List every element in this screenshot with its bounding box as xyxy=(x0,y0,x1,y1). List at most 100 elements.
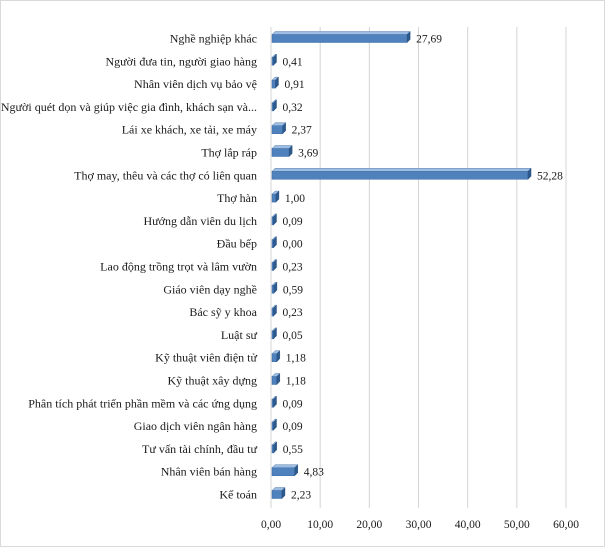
x-tick-label: 0,00 xyxy=(261,519,281,531)
bar-side-face xyxy=(273,99,277,112)
bar-front-face xyxy=(271,239,274,248)
bar xyxy=(271,236,277,249)
category-label: Giáo viên dạy nghề xyxy=(163,282,257,296)
bar-side-face xyxy=(406,31,411,43)
value-label: 0,09 xyxy=(283,398,303,410)
bar-side-face xyxy=(273,418,277,431)
bar xyxy=(271,31,411,43)
bar xyxy=(271,441,278,454)
bar-side-face xyxy=(288,145,293,157)
bar xyxy=(271,487,286,499)
value-label: 0,09 xyxy=(283,216,303,228)
bar-top-face xyxy=(271,145,293,149)
bar-side-face xyxy=(273,236,277,249)
bar xyxy=(271,304,277,317)
grid-layer xyxy=(270,27,567,508)
bar-side-face xyxy=(273,327,277,340)
bar-layer xyxy=(271,31,532,499)
bar-side-face xyxy=(275,190,280,203)
bar-front-face xyxy=(271,79,276,89)
category-label: Đầu bếp xyxy=(217,237,257,251)
category-label: Thợ lắp ráp xyxy=(201,146,257,160)
bar-front-face xyxy=(271,353,278,362)
category-label: Kỹ thuật viên điện tử xyxy=(155,351,257,365)
value-label: 0,23 xyxy=(283,307,303,319)
bar-front-face xyxy=(271,216,274,226)
x-tick-label: 10,00 xyxy=(307,519,333,531)
bar-front-face xyxy=(271,148,290,157)
x-tick-label: 40,00 xyxy=(455,519,481,531)
value-label: 0,00 xyxy=(283,239,303,251)
bar-front-face xyxy=(271,125,283,134)
bar-side-face xyxy=(282,122,286,135)
bar-front-face xyxy=(271,34,408,43)
category-label: Giao dịch viên ngân hàng xyxy=(134,419,257,433)
value-label: 3,69 xyxy=(298,148,318,160)
value-label: 1,18 xyxy=(286,376,306,388)
bar xyxy=(271,99,277,112)
bar-side-face xyxy=(273,53,277,66)
bar-side-face xyxy=(527,167,532,180)
bar xyxy=(271,259,277,271)
value-label: 0,32 xyxy=(283,102,303,114)
bar-front-face xyxy=(271,307,274,317)
bar xyxy=(271,464,299,477)
bar-front-face xyxy=(271,330,274,340)
bar xyxy=(271,167,532,180)
value-label: 4,83 xyxy=(304,467,324,479)
x-tick-label: 60,00 xyxy=(553,519,579,531)
bar-side-face xyxy=(281,487,286,499)
category-label: Thợ may, thêu và các thợ có liên quan xyxy=(74,168,257,182)
category-label: Kế toán xyxy=(219,488,257,502)
bar-front-face xyxy=(271,421,274,431)
bar-side-face xyxy=(273,213,277,226)
category-label: Nhân viên dịch vụ bảo vệ xyxy=(134,77,257,91)
value-label: 0,05 xyxy=(283,330,303,342)
value-label: 1,00 xyxy=(285,193,305,205)
bar-side-face xyxy=(276,350,281,363)
bar-front-face xyxy=(271,376,278,385)
bar-top-face xyxy=(271,31,411,35)
bar-front-face xyxy=(271,467,295,476)
x-tick-label: 50,00 xyxy=(504,519,530,531)
category-label: Bác sỹ y khoa xyxy=(189,305,257,319)
bar-front-face xyxy=(271,171,529,180)
tick-layer: 0,00 10,00 20,00 30,00 40,00 50,00 60,00 xyxy=(261,519,579,531)
value-label: 2,23 xyxy=(291,490,311,502)
bar-front-face xyxy=(271,444,274,454)
bar xyxy=(271,76,279,89)
bar xyxy=(271,122,287,135)
x-tick-label: 20,00 xyxy=(356,519,382,531)
x-tick-label: 30,00 xyxy=(406,519,432,531)
bar xyxy=(271,190,280,203)
bar-side-face xyxy=(273,395,277,408)
bar-side-face xyxy=(294,464,298,477)
category-label: Nhân viên bán hàng xyxy=(161,465,257,479)
category-label: Người đưa tin, người giao hàng xyxy=(105,54,257,68)
category-label: Người quét dọn và giúp việc gia đình, kh… xyxy=(1,100,257,114)
value-label: 0,91 xyxy=(284,79,304,91)
bar-front-face xyxy=(271,399,274,408)
bar xyxy=(271,327,277,340)
bar-front-face xyxy=(271,193,277,203)
value-label: 52,28 xyxy=(537,170,563,182)
bar-front-face xyxy=(271,262,274,271)
bar-side-face xyxy=(273,304,277,317)
bar-front-face xyxy=(271,57,274,66)
bar-side-face xyxy=(273,441,277,454)
bar xyxy=(271,373,281,385)
bar-side-face xyxy=(276,373,281,385)
bar-side-face xyxy=(275,76,279,89)
category-label: Tư vấn tài chính, đầu tư xyxy=(142,442,257,456)
bar xyxy=(271,213,277,226)
value-label: 0,09 xyxy=(283,421,303,433)
bar-front-face xyxy=(271,102,274,112)
value-label: 0,59 xyxy=(283,284,303,296)
bar-top-face xyxy=(271,464,299,468)
category-label: Nghề nghiệp khác xyxy=(170,32,257,46)
category-label: Kỹ thuật xây dựng xyxy=(168,374,258,388)
category-label: Luật sư xyxy=(221,328,258,342)
category-label: Lao động trồng trọt và lâm vườn xyxy=(100,260,257,274)
